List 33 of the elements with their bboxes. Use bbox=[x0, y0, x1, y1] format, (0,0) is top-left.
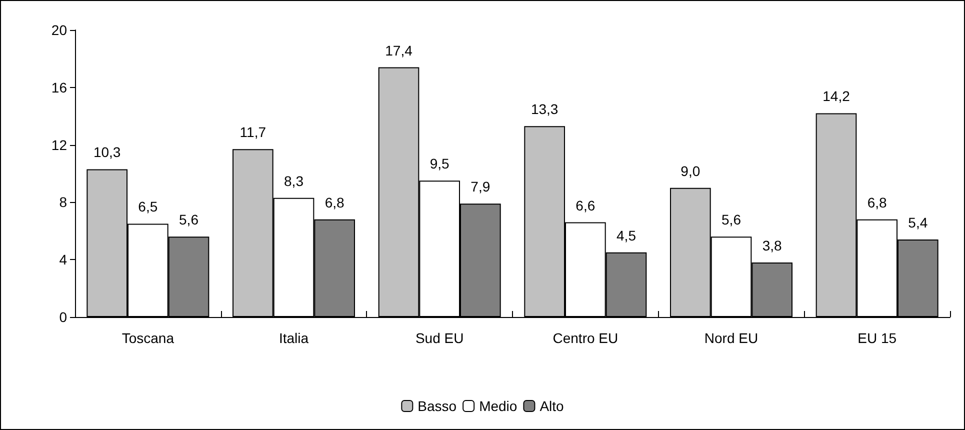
data-label: 4,5 bbox=[616, 227, 636, 244]
data-label: 5,4 bbox=[908, 214, 928, 231]
x-tick-label: Sud EU bbox=[415, 330, 464, 346]
data-label: 6,8 bbox=[324, 194, 345, 210]
x-tick-label: Centro EU bbox=[552, 330, 618, 346]
x-tick-label: Nord EU bbox=[704, 330, 758, 346]
data-label: 10,3 bbox=[93, 144, 121, 160]
legend-label: Basso bbox=[418, 398, 457, 414]
y-tick-label: 16 bbox=[51, 79, 68, 96]
data-label: 7,9 bbox=[470, 178, 490, 195]
data-label: 9,0 bbox=[680, 162, 700, 179]
data-label: 11,7 bbox=[240, 124, 266, 140]
data-label: 13,3 bbox=[530, 101, 558, 118]
data-label: 3,8 bbox=[762, 237, 782, 254]
data-label: 9,5 bbox=[430, 156, 450, 172]
x-tick-label: Italia bbox=[278, 330, 309, 346]
data-label: 6,6 bbox=[576, 197, 596, 214]
y-tick-label: 8 bbox=[59, 194, 68, 210]
data-label: 6,5 bbox=[138, 198, 158, 215]
x-tick-label: Toscana bbox=[122, 330, 174, 346]
data-label: 5,6 bbox=[179, 212, 199, 228]
legend-label: Alto bbox=[540, 398, 564, 414]
data-label: 8,3 bbox=[284, 172, 304, 189]
y-tick-label: 0 bbox=[59, 309, 68, 325]
legend-label: Medio bbox=[479, 398, 518, 414]
data-label: 14,2 bbox=[822, 88, 850, 104]
data-label: 17,4 bbox=[385, 42, 413, 58]
y-tick-label: 12 bbox=[51, 136, 68, 153]
y-tick-label: 4 bbox=[59, 252, 68, 268]
x-tick-label: EU 15 bbox=[858, 330, 897, 346]
data-label: 6,8 bbox=[867, 194, 888, 210]
data-label: 5,6 bbox=[722, 212, 742, 228]
y-tick-label: 20 bbox=[51, 22, 68, 38]
